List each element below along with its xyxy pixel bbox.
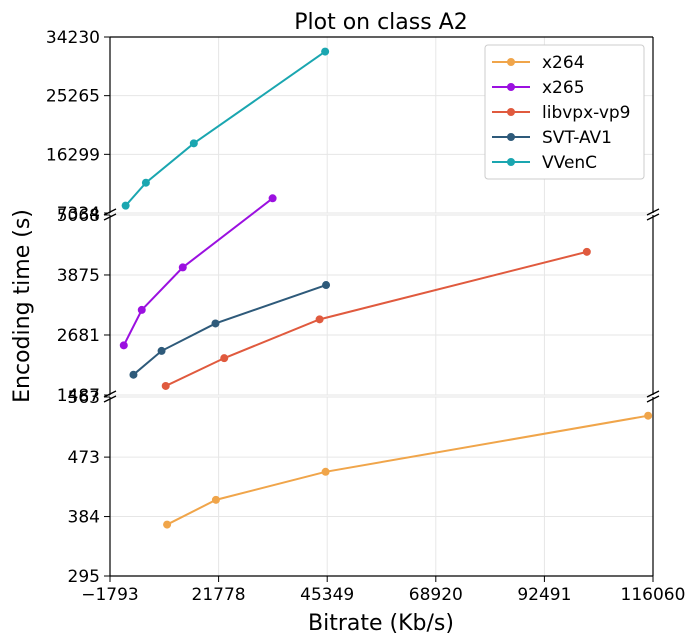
y-tick-label: 563 (68, 388, 100, 408)
axis-break-mark (103, 208, 117, 216)
legend-entry-label: libvpx-vp9 (542, 103, 631, 123)
legend-swatch-marker (507, 58, 515, 66)
data-point-VVenC (141, 178, 150, 187)
data-point-x265 (178, 263, 187, 272)
legend-entry-label: SVT-AV1 (542, 128, 612, 148)
chart-title: Plot on class A2 (294, 10, 468, 35)
y-tick-label: 1487 (57, 386, 100, 406)
x-tick-label: 92491 (517, 585, 571, 605)
legend: x264 x265 libvpx-vp9 SVT-AV1 VVenC (484, 44, 645, 180)
axis-break-mark (103, 213, 117, 221)
series-layer (119, 47, 653, 529)
data-point-x265 (119, 341, 128, 350)
y-tick-label: 16299 (46, 145, 100, 165)
x-tick-label: 45349 (300, 585, 354, 605)
legend-swatch-marker (507, 108, 515, 116)
data-point-libvpx-vp9 (161, 381, 170, 390)
data-point-VVenC (121, 201, 130, 210)
data-point-SVT-AV1 (322, 281, 331, 290)
series-line-x265 (122, 197, 274, 346)
y-tick-label: 25265 (46, 87, 100, 107)
legend-swatch-marker (507, 133, 515, 141)
x-tick-label: −1793 (81, 585, 139, 605)
legend-swatch-marker (507, 158, 515, 166)
legend-entry-label: VVenC (542, 153, 597, 173)
y-tick-label: 473 (68, 448, 100, 468)
data-point-x264 (163, 520, 172, 529)
x-tick-label: 21778 (192, 585, 246, 605)
data-point-SVT-AV1 (157, 346, 166, 355)
data-point-VVenC (321, 47, 330, 56)
data-point-x264 (211, 495, 220, 504)
axis-break-mark (646, 390, 660, 398)
data-point-SVT-AV1 (129, 370, 138, 379)
data-point-VVenC (189, 139, 198, 148)
legend-swatch-marker (507, 83, 515, 91)
axis-break-mark (103, 395, 117, 403)
series-line-libvpx-vp9 (165, 250, 588, 387)
y-tick-label: 5068 (57, 206, 100, 226)
y-axis-label: Encoding time (s) (10, 209, 35, 403)
series-line-VVenC (124, 50, 326, 207)
series-line-SVT-AV1 (132, 284, 327, 376)
data-point-libvpx-vp9 (220, 354, 229, 363)
y-tick-label: 2681 (57, 326, 100, 346)
y-tick-label: 3875 (57, 266, 100, 286)
legend-entry-label: x264 (542, 53, 585, 73)
data-point-x264 (644, 411, 653, 420)
tick-layer: 7334 16299 25265 34230 1487 2681 3875 5068 295 38… (46, 28, 686, 605)
axis-break-mark (646, 208, 660, 216)
legend-box (484, 44, 645, 180)
y-tick-label: 7334 (57, 204, 100, 224)
y-tick-label: 34230 (46, 28, 100, 48)
axes-frame (103, 36, 660, 577)
data-point-SVT-AV1 (211, 319, 220, 328)
axis-break-mark (646, 395, 660, 403)
data-point-x265 (268, 194, 277, 203)
x-tick-label: 116060 (621, 585, 686, 605)
x-axis-label: Bitrate (Kb/s) (308, 611, 454, 636)
data-point-x264 (321, 467, 330, 476)
x-tick-label: 68920 (409, 585, 463, 605)
y-tick-label: 295 (68, 567, 100, 587)
axis-break-mark (646, 213, 660, 221)
y-tick-label: 384 (68, 508, 100, 528)
axis-break-mark (103, 390, 117, 398)
data-point-libvpx-vp9 (315, 315, 324, 324)
data-point-libvpx-vp9 (582, 247, 591, 256)
data-point-x265 (137, 305, 146, 314)
series-line-x264 (166, 414, 649, 526)
legend-entry-label: x265 (542, 78, 585, 98)
